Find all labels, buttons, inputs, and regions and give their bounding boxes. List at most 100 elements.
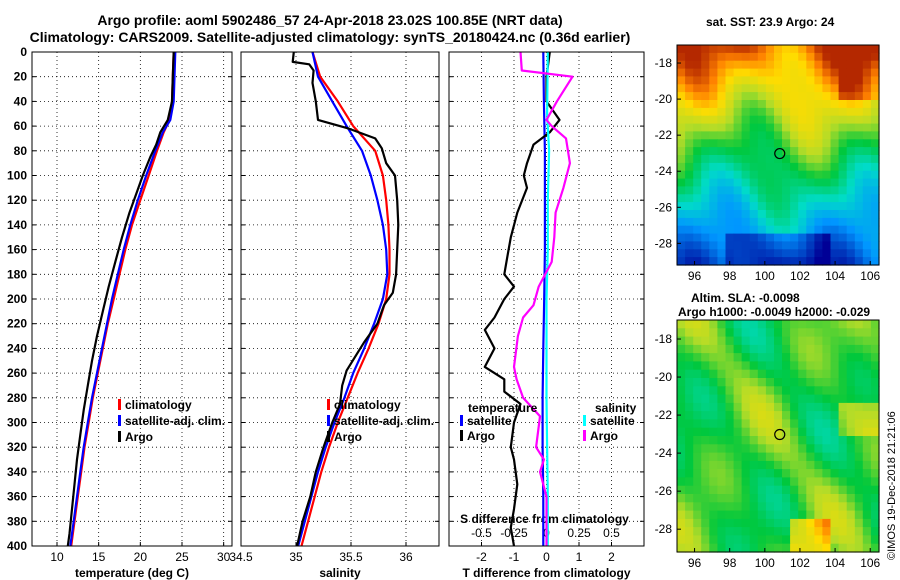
sla-map-cell <box>846 510 856 520</box>
sla-map-cell <box>774 394 783 404</box>
sst-map-cell <box>749 92 759 101</box>
sla-map-cell <box>685 427 694 437</box>
sla-map-cell <box>741 328 751 338</box>
sla-map-cell <box>765 411 775 420</box>
sla-map-cell <box>757 444 767 454</box>
sla-map-cell <box>854 436 864 445</box>
sst-map-cell <box>854 249 864 258</box>
sst-map-cell <box>741 217 751 227</box>
sla-map-cell <box>677 469 686 478</box>
sst-map-cell <box>854 210 864 219</box>
sst-map-cell <box>854 241 864 250</box>
sst-map-cell <box>774 225 783 235</box>
sla-map-cell <box>693 402 702 412</box>
sla-map-cell <box>774 518 783 528</box>
sla-map-cell <box>798 378 807 387</box>
sla-map-cell <box>838 344 848 354</box>
sst-map-cell <box>862 123 872 133</box>
sla-map-cell <box>822 394 832 404</box>
sla-map-cell <box>838 452 848 462</box>
sla-map-cell <box>741 543 751 553</box>
sla-map-cell <box>765 328 775 338</box>
sla-map-cell <box>677 386 686 396</box>
sst-lat-label: -18 <box>655 56 673 70</box>
depth-tick-label: 140 <box>7 218 27 232</box>
sst-map-cell <box>806 202 815 211</box>
sst-map-cell <box>782 76 791 85</box>
sst-map-cell <box>685 217 694 227</box>
sst-lat-label: -22 <box>655 128 673 142</box>
sla-map-cell <box>814 378 824 387</box>
sst-map-cell <box>838 233 848 243</box>
sst-map-cell <box>790 100 799 109</box>
sst-map-cell <box>814 60 824 70</box>
sst-map-cell <box>685 186 694 195</box>
sst-map-cell <box>757 60 767 70</box>
sst-map-cell <box>677 233 686 243</box>
sst-map-cell <box>830 52 840 62</box>
x-tick-label: -1 <box>509 550 520 564</box>
sla-map-cell <box>685 460 694 470</box>
sla-map-cell <box>806 469 815 478</box>
sla-map-cell <box>862 386 872 396</box>
sst-map-cell <box>822 210 832 219</box>
sst-map-cell <box>814 210 824 219</box>
sst-map-cell <box>854 257 864 266</box>
sla-map-cell <box>765 527 775 536</box>
sst-map-cell <box>774 45 783 54</box>
sst-map-cell <box>701 45 710 54</box>
sla-map-cell <box>677 336 686 346</box>
sla-map-cell <box>693 485 702 495</box>
sst-map-cell <box>862 68 872 78</box>
sst-map-cell <box>741 233 751 243</box>
sst-map-cell <box>782 92 791 101</box>
sla-map-cell <box>693 336 702 346</box>
sla-map-cell <box>806 378 815 387</box>
sst-map-cell <box>782 131 791 140</box>
sst-map-cell <box>749 139 759 148</box>
sla-map-cell <box>701 510 710 520</box>
sla-map-cell <box>701 427 710 437</box>
sst-map-cell <box>830 139 840 148</box>
legend-swatch <box>460 415 463 426</box>
sla-map-cell <box>733 419 743 429</box>
sst-map-cell <box>765 45 775 54</box>
sla-map-cell <box>870 336 880 346</box>
sla-map-cell <box>846 411 856 420</box>
sla-map-cell <box>757 419 767 429</box>
sst-map-cell <box>854 115 864 125</box>
sla-map-cell <box>725 369 735 379</box>
sst-map-cell <box>685 107 694 117</box>
sla-map-cell <box>790 411 799 420</box>
sla-map-cell <box>741 444 751 454</box>
sla-map-cell <box>733 535 743 545</box>
sla-map-cell <box>814 527 824 536</box>
sst-map-cell <box>749 241 759 250</box>
sla-map-cell <box>822 510 832 520</box>
sst-map-cell <box>709 178 718 188</box>
sla-map-cell <box>782 477 791 487</box>
sst-map-cell <box>725 131 735 140</box>
legend-label: satellite <box>467 414 512 428</box>
plot-frame-2 <box>240 51 440 547</box>
sst-map-cell <box>741 139 751 148</box>
sst-map-cell <box>717 162 727 172</box>
sla-map-cell <box>838 444 848 454</box>
sla-map-cell <box>862 518 872 528</box>
sla-map-cell <box>765 344 775 354</box>
sst-map-cell <box>709 60 718 70</box>
sla-map-cell <box>733 378 743 387</box>
legend-swatch <box>327 399 330 410</box>
sst-map-cell <box>765 257 775 266</box>
sla-map-cell <box>709 411 718 420</box>
sla-map-cell <box>725 436 735 445</box>
sla-map-cell <box>749 378 759 387</box>
depth-tick-label: 60 <box>14 119 28 133</box>
sst-map-cell <box>798 68 807 78</box>
sla-map-cell <box>677 427 686 437</box>
sst-map-cell <box>749 217 759 227</box>
sst-map-cell <box>677 217 686 227</box>
sla-map-cell <box>798 460 807 470</box>
sst-map-cell <box>677 249 686 258</box>
sst-map-cell <box>685 131 694 140</box>
